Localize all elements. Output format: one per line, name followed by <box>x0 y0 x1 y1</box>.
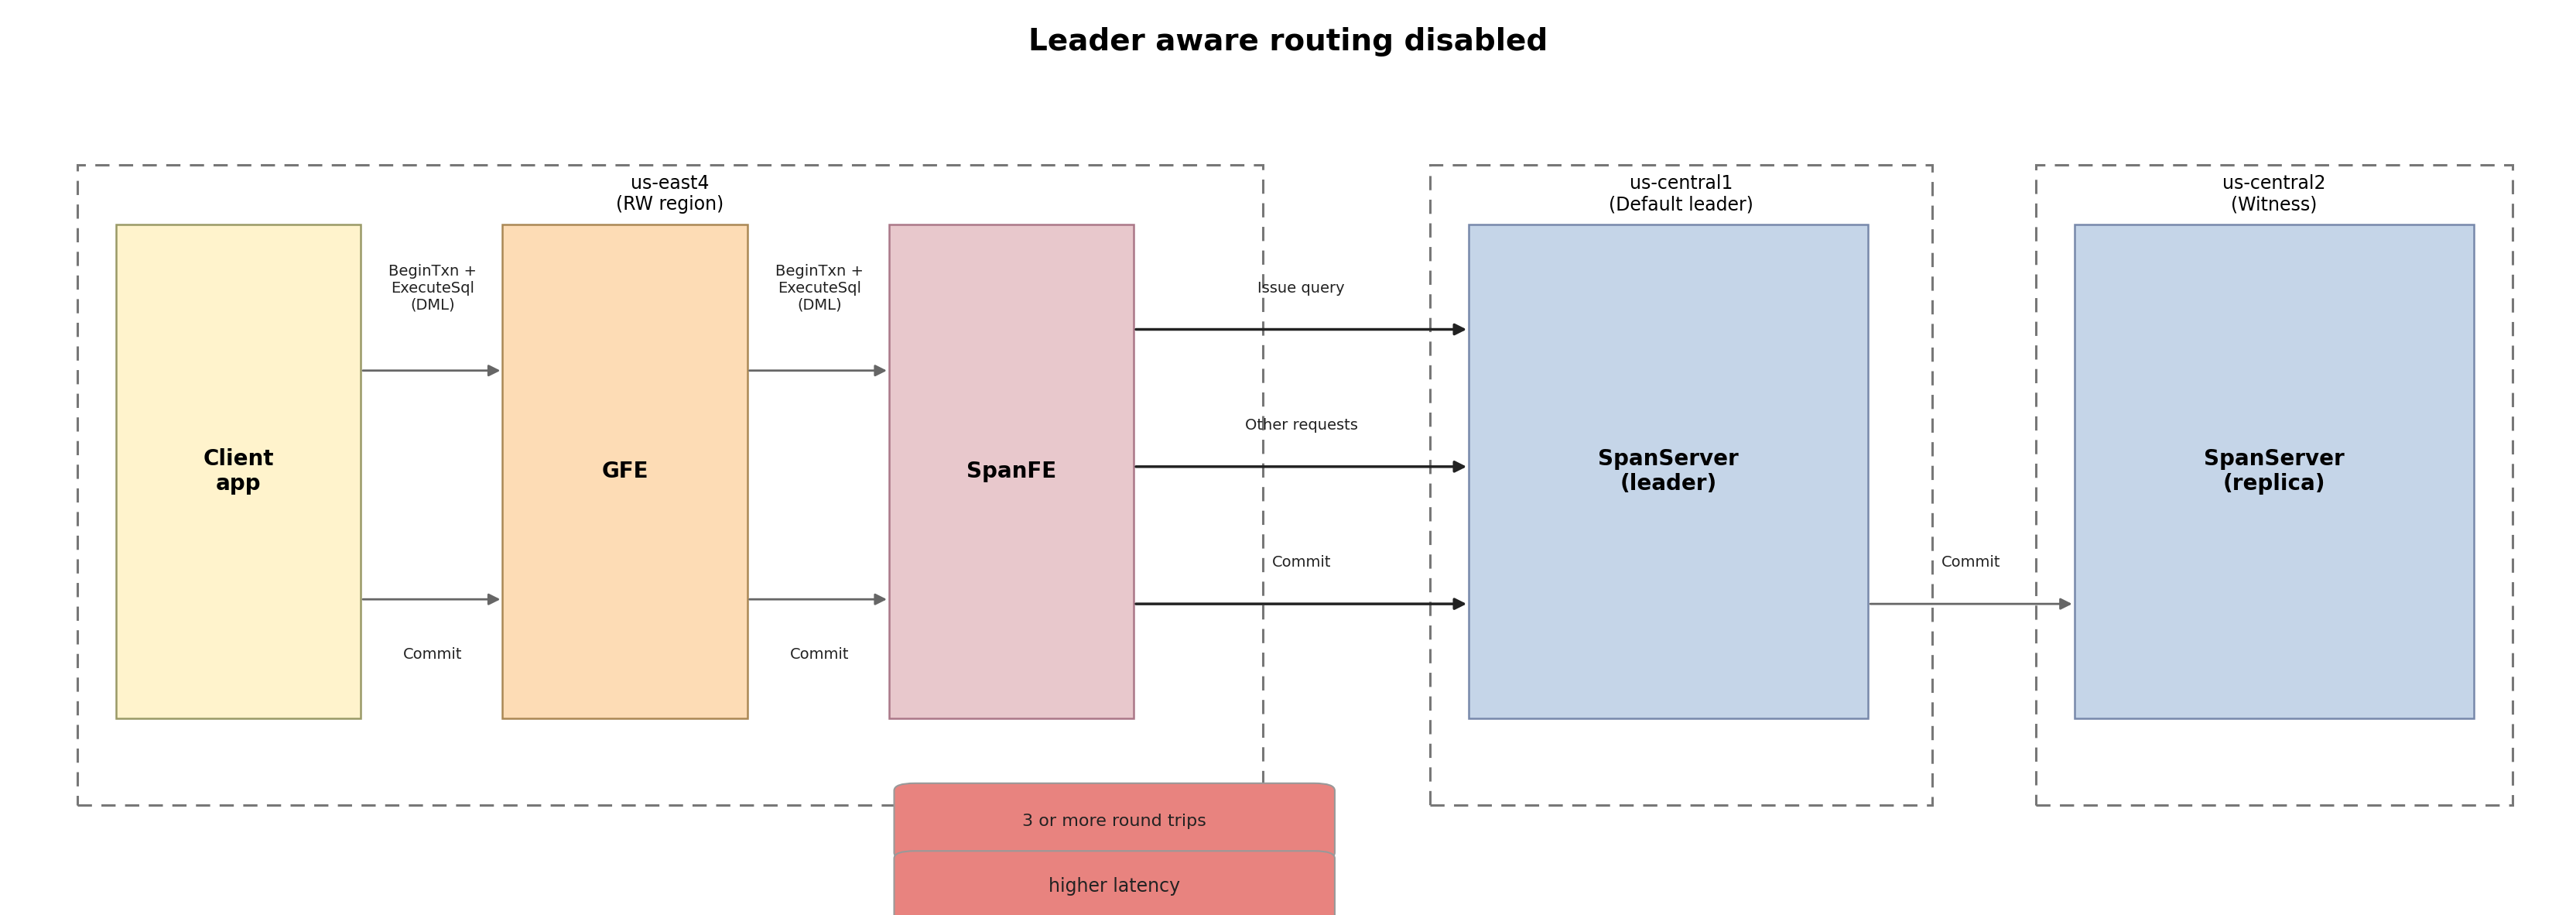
Text: Client
app: Client app <box>204 447 273 495</box>
Text: Other requests: Other requests <box>1244 418 1358 433</box>
Text: Commit: Commit <box>1942 555 1999 570</box>
FancyBboxPatch shape <box>1468 224 1868 718</box>
Text: Commit: Commit <box>1273 555 1329 570</box>
Text: Leader aware routing disabled: Leader aware routing disabled <box>1028 27 1548 57</box>
Text: SpanServer
(leader): SpanServer (leader) <box>1597 447 1739 495</box>
FancyBboxPatch shape <box>502 224 747 718</box>
Text: us-central2
(Witness): us-central2 (Witness) <box>2221 174 2326 214</box>
FancyBboxPatch shape <box>116 224 361 718</box>
Text: SpanServer
(replica): SpanServer (replica) <box>2202 447 2344 495</box>
Text: us-central1
(Default leader): us-central1 (Default leader) <box>1607 174 1754 214</box>
Text: us-east4
(RW region): us-east4 (RW region) <box>616 174 724 214</box>
Text: Issue query: Issue query <box>1257 281 1345 296</box>
Text: Commit: Commit <box>791 647 848 662</box>
FancyBboxPatch shape <box>889 224 1133 718</box>
Text: BeginTxn +
ExecuteSql
(DML): BeginTxn + ExecuteSql (DML) <box>775 264 863 313</box>
Text: BeginTxn +
ExecuteSql
(DML): BeginTxn + ExecuteSql (DML) <box>389 264 477 313</box>
FancyBboxPatch shape <box>2074 224 2473 718</box>
Text: higher latency: higher latency <box>1048 877 1180 896</box>
Text: GFE: GFE <box>600 460 649 482</box>
Text: Commit: Commit <box>404 647 461 662</box>
FancyBboxPatch shape <box>894 783 1334 860</box>
FancyBboxPatch shape <box>894 851 1334 915</box>
Text: SpanFE: SpanFE <box>966 460 1056 482</box>
Text: 3 or more round trips: 3 or more round trips <box>1023 814 1206 829</box>
